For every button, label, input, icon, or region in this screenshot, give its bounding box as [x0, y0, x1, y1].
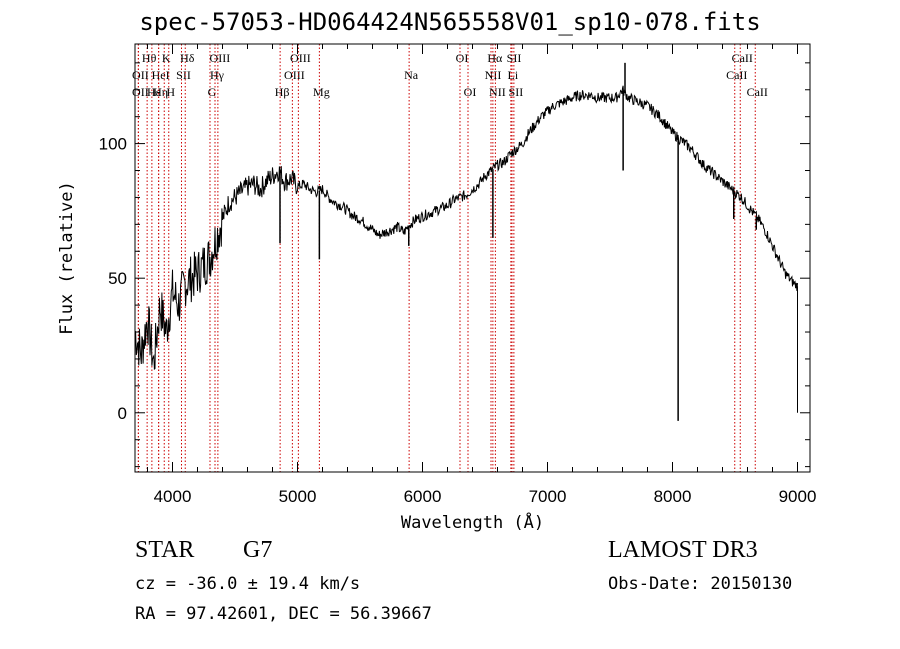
- x-axis-label: Wavelength (Å): [401, 511, 544, 533]
- line-marker-label-1: OII: [132, 68, 149, 82]
- line-marker-label-28: CaII: [747, 85, 768, 99]
- line-marker-label-7: H: [166, 85, 175, 99]
- line-marker-label-10: G: [208, 85, 217, 99]
- object-class: STAR: [135, 537, 195, 563]
- y-tick-label-2: 100: [99, 135, 127, 154]
- y-tick-label-1: 50: [108, 269, 127, 288]
- line-marker-label-11: Hγ: [210, 68, 225, 82]
- line-marker-label-20: NII: [485, 68, 502, 82]
- survey-name: LAMOST DR3: [608, 537, 758, 563]
- line-marker-label-18: OI: [456, 51, 469, 65]
- line-marker-label-19: OI: [464, 85, 477, 99]
- line-marker-label-15: OIII: [290, 51, 311, 65]
- line-marker-label-5: Hη: [153, 85, 168, 99]
- plot-frame: [134, 43, 811, 473]
- y-axis-label: Flux (relative): [57, 181, 77, 335]
- line-marker-label-22: NII: [489, 85, 506, 99]
- line-marker-label-16: Mg: [313, 85, 330, 99]
- x-tick-label-2: 6000: [404, 487, 442, 506]
- line-marker-label-25: SII: [509, 85, 524, 99]
- line-marker-label-14: OIII: [284, 68, 305, 82]
- x-tick-label-0: 4000: [154, 487, 192, 506]
- line-marker-label-8: SII: [176, 68, 191, 82]
- line-marker-label-3: Hε: [147, 85, 161, 99]
- redshift-text: cz = -36.0 ± 19.4 km/s: [135, 574, 361, 594]
- line-marker-label-2: OII: [132, 85, 149, 99]
- line-marker-label-6: K: [162, 51, 171, 65]
- chart-title: spec-57053-HD064424N565558V01_sp10-078.f…: [139, 8, 761, 36]
- line-marker-label-13: Hβ: [275, 85, 290, 99]
- observation-date: Obs-Date: 20150130: [608, 574, 793, 594]
- line-marker-label-23: Li: [508, 68, 519, 82]
- line-marker-label-26: CaII: [726, 68, 747, 82]
- coordinates-text: RA = 97.42601, DEC = 56.39667: [135, 604, 432, 624]
- line-marker-label-27: CaII: [732, 51, 753, 65]
- line-marker-label-12: OIII: [210, 51, 231, 65]
- line-marker-label-0: Hθ: [142, 51, 157, 65]
- x-tick-label-3: 7000: [529, 487, 567, 506]
- x-tick-label-4: 8000: [654, 487, 692, 506]
- flux-series-line: [134, 85, 798, 371]
- x-tick-label-5: 9000: [779, 487, 817, 506]
- y-tick-label-0: 0: [118, 404, 127, 423]
- object-subclass: G7: [243, 537, 273, 563]
- line-marker-label-9: Hδ: [180, 51, 195, 65]
- x-tick-label-1: 5000: [279, 487, 317, 506]
- line-marker-label-4: HeI: [152, 68, 170, 82]
- line-marker-label-17: Na: [404, 68, 419, 82]
